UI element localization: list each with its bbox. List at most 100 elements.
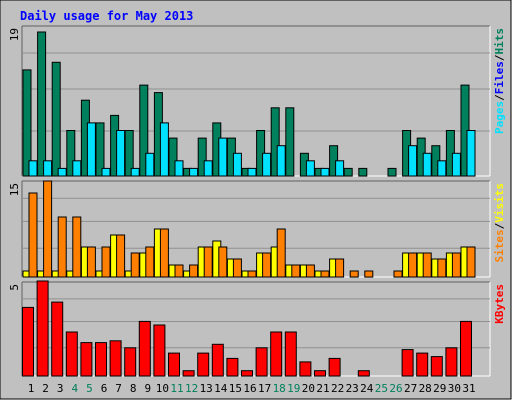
bar-hits-day-8 [124, 130, 134, 177]
bar-pages-day-17 [262, 152, 272, 177]
x-tick-label-day-18: 18 [273, 382, 286, 395]
bar-pages-day-27 [408, 145, 418, 177]
bar-pages-day-31 [466, 130, 476, 177]
bar-pages-day-13 [203, 160, 213, 177]
bar-kbytes-day-2 [36, 280, 49, 377]
bar-pages-day-18 [276, 145, 286, 177]
x-tick-label-day-14: 14 [214, 382, 228, 395]
bar-kbytes-day-30 [445, 347, 458, 377]
bar-sites-day-18 [276, 228, 286, 278]
bar-hits-day-3 [51, 61, 61, 177]
bar-kbytes-day-19 [284, 331, 297, 377]
x-tick-label-day-4: 4 [71, 382, 78, 395]
x-tick-label-day-31: 31 [462, 382, 475, 395]
bar-hits-day-4 [66, 130, 76, 177]
bar-hits-day-19 [285, 107, 295, 177]
bar-pages-day-4 [72, 160, 82, 177]
x-tick-label-day-17: 17 [258, 382, 271, 395]
bar-sites-day-23 [349, 270, 359, 278]
bar-hits-day-13 [197, 137, 207, 177]
x-tick-label-day-12: 12 [185, 382, 198, 395]
bar-hits-day-11 [168, 137, 178, 177]
x-tick-label-day-22: 22 [331, 382, 344, 395]
legend-sites: Sites [493, 229, 506, 262]
x-axis-labels: 1 2 3 4 5 6 7 8 9 10 11 12 13 14 15 16 17 18 19 20 21 22 23 24 2… [28, 382, 476, 395]
bar-hits-day-24 [358, 167, 368, 177]
legend-text: KBytes [493, 284, 506, 324]
x-tick-label-day-3: 3 [57, 382, 64, 395]
bar-kbytes-day-29 [430, 356, 443, 377]
bar-kbytes-day-14 [211, 343, 224, 377]
x-tick-label-day-11: 11 [170, 382, 183, 395]
bar-kbytes-day-28 [416, 352, 429, 377]
bar-sites-day-22 [335, 258, 345, 278]
x-tick-label-day-13: 13 [200, 382, 213, 395]
x-tick-label-day-6: 6 [101, 382, 108, 395]
bar-kbytes-day-20 [299, 361, 312, 377]
x-tick-label-day-16: 16 [243, 382, 256, 395]
bar-hits-day-26 [387, 167, 397, 177]
bar-kbytes-day-9 [138, 320, 151, 377]
x-tick-label-day-7: 7 [115, 382, 122, 395]
bar-sites-day-31 [466, 246, 476, 278]
panel-kbytes-legend: KBytes [493, 284, 506, 324]
x-tick-label-day-24: 24 [360, 382, 374, 395]
bar-kbytes-day-31 [460, 320, 472, 377]
bar-kbytes-day-11 [168, 352, 180, 377]
bar-sites-day-17 [262, 252, 272, 278]
legend-text: Sites/Visits [493, 183, 506, 263]
bar-sites-day-4 [72, 216, 82, 278]
x-tick-label-day-5: 5 [86, 382, 93, 395]
x-tick-label-day-20: 20 [302, 382, 315, 395]
bar-kbytes-day-12 [182, 370, 195, 377]
x-tick-label-day-21: 21 [316, 382, 329, 395]
bar-pages-day-5 [86, 122, 96, 177]
bar-sites-day-19 [291, 264, 301, 278]
bar-pages-day-1 [28, 160, 38, 177]
bar-kbytes-day-4 [65, 331, 78, 377]
bar-kbytes-day-13 [197, 352, 210, 377]
bar-sites-day-11 [174, 264, 184, 278]
bar-sites-day-5 [86, 246, 96, 278]
bar-pages-day-15 [232, 152, 242, 177]
bar-pages-day-16 [247, 167, 257, 177]
x-tick-label-day-23: 23 [346, 382, 359, 395]
legend-pages: Pages [493, 101, 506, 134]
bar-sites-day-26 [393, 270, 403, 278]
x-tick-label-day-1: 1 [28, 382, 35, 395]
bar-hits-day-9 [139, 84, 149, 177]
panel-visits-sites: 15 Sites/Visits [8, 180, 506, 278]
panel-kbytes-ymax-label: 5 [8, 284, 21, 291]
bar-pages-day-14 [218, 137, 228, 177]
bar-sites-day-21 [320, 270, 330, 278]
x-tick-label-day-27: 27 [404, 382, 417, 395]
bar-kbytes-day-3 [51, 301, 64, 377]
bar-sites-day-29 [437, 258, 447, 278]
bar-kbytes-day-6 [95, 342, 107, 377]
panel-hits-files-pages-ymax-label: 19 [8, 28, 21, 41]
bar-kbytes-day-27 [401, 349, 414, 377]
legend-separator: / [493, 54, 506, 61]
bar-hits-day-18 [270, 107, 280, 177]
bar-pages-day-28 [422, 152, 432, 177]
bar-kbytes-day-21 [314, 370, 326, 377]
bar-pages-day-10 [159, 122, 169, 177]
bar-sites-day-15 [232, 258, 242, 278]
legend-visits: Visits [493, 183, 506, 223]
bar-sites-day-7 [116, 234, 126, 278]
bar-kbytes-day-8 [124, 347, 137, 377]
x-tick-label-day-9: 9 [144, 382, 151, 395]
bar-pages-day-20 [305, 160, 315, 177]
bar-kbytes-day-5 [80, 342, 93, 377]
bar-sites-day-1 [28, 192, 38, 278]
bar-sites-day-6 [101, 246, 111, 278]
x-tick-label-day-28: 28 [419, 382, 432, 395]
bar-kbytes-day-1 [22, 306, 34, 377]
bar-pages-day-30 [451, 152, 461, 177]
x-tick-label-day-25: 25 [375, 382, 388, 395]
bar-pages-day-22 [335, 160, 345, 177]
bar-pages-day-7 [116, 130, 126, 177]
bar-kbytes-day-22 [328, 357, 341, 377]
